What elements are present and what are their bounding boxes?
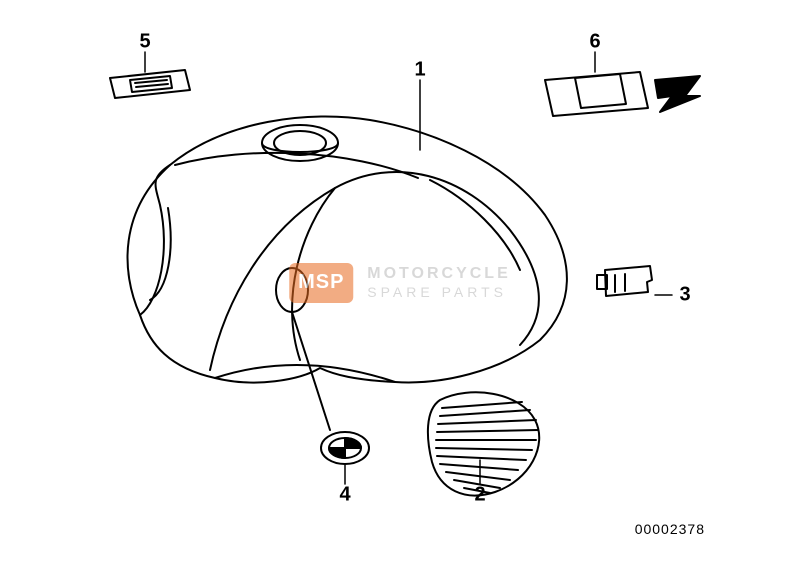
item-2-kneepad	[428, 392, 539, 495]
item-4-emblem	[321, 432, 369, 464]
diagram-part-number: 00002378	[635, 521, 705, 537]
diagram-canvas: 1 2 3 4 5 6 00002378 MSP MOTORCYCLE SPAR…	[0, 0, 800, 565]
callout-6: 6	[589, 31, 600, 54]
callout-leaders	[145, 52, 672, 484]
item-1-fuel-tank	[128, 116, 567, 382]
parts-illustration	[0, 0, 800, 565]
item-3-tube	[597, 266, 652, 296]
callout-2: 2	[474, 484, 485, 507]
callout-4: 4	[339, 484, 350, 507]
callout-1: 1	[414, 59, 425, 82]
item-5-plate	[110, 70, 190, 98]
callout-5: 5	[139, 31, 150, 54]
item-6-pads	[545, 72, 700, 116]
callout-3: 3	[679, 284, 690, 307]
